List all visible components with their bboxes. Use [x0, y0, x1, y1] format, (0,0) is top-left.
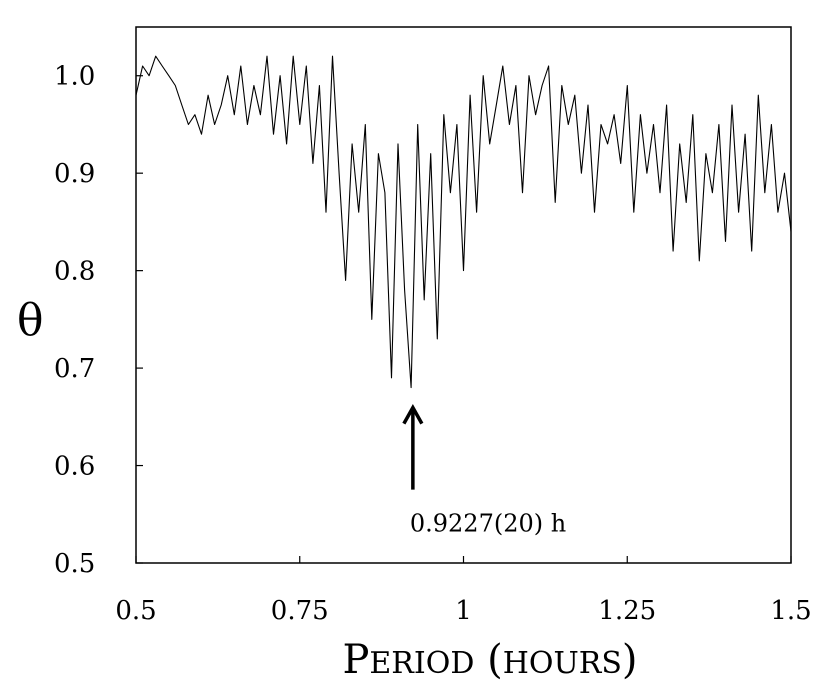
x-axis-label-part: ( [474, 637, 502, 683]
y-tick-label: 0.7 [54, 354, 95, 384]
y-axis-label: θ [17, 295, 44, 346]
x-axis-label-part: HOURS [503, 646, 622, 681]
x-tick-label: 1.5 [770, 596, 811, 626]
x-tick-label: 0.5 [115, 596, 156, 626]
x-axis-label-part: ERIOD [369, 646, 474, 681]
y-tick-label: 0.8 [54, 257, 95, 287]
annotation-label: 0.9227(20) h [410, 510, 566, 538]
x-axis-label-part: P [342, 637, 369, 683]
x-axis-label-part: ) [622, 637, 638, 683]
y-tick-label: 0.5 [54, 549, 95, 579]
x-tick-label: 1.25 [598, 596, 656, 626]
periodogram-line [135, 55, 792, 389]
y-tick-label: 0.6 [54, 452, 95, 482]
y-tick-label: 0.9 [54, 159, 95, 189]
x-tick-label: 0.75 [271, 596, 329, 626]
y-tick-label: 1.0 [54, 62, 95, 92]
x-tick-label: 1 [455, 596, 472, 626]
plot-frame [135, 26, 792, 564]
x-axis-label: PERIOD (HOURS) [342, 637, 637, 683]
annotation-arrow-head [402, 404, 424, 425]
